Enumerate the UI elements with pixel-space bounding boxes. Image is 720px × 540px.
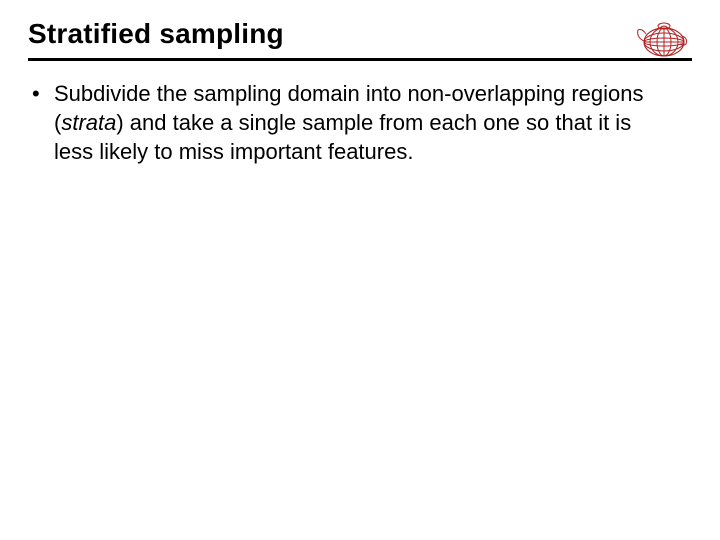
bullet-list: Subdivide the sampling domain into non-o… bbox=[28, 79, 692, 166]
slide: Stratified sampling bbox=[0, 0, 720, 540]
bullet-text-italic: strata bbox=[61, 110, 116, 135]
teapot-logo-icon bbox=[630, 14, 692, 62]
slide-title: Stratified sampling bbox=[28, 18, 692, 50]
bullet-text-suffix: ) and take a single sample from each one… bbox=[54, 110, 631, 164]
list-item: Subdivide the sampling domain into non-o… bbox=[54, 79, 692, 166]
slide-header: Stratified sampling bbox=[28, 18, 692, 61]
